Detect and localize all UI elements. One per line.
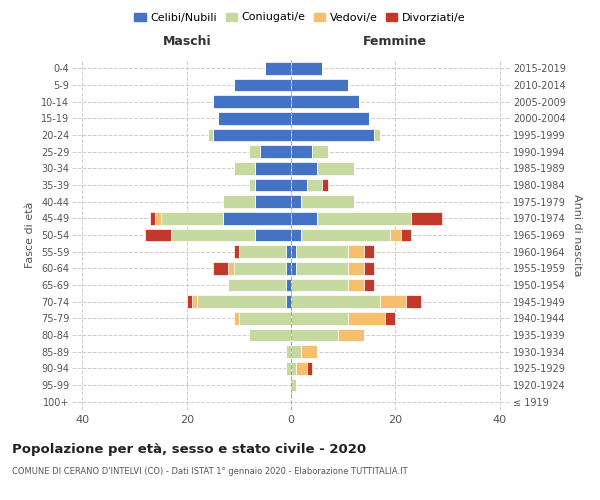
Bar — [349, 262, 364, 274]
Bar — [286, 346, 291, 358]
Bar — [286, 246, 291, 258]
Bar — [291, 212, 317, 224]
Bar — [385, 312, 395, 324]
Bar — [233, 262, 286, 274]
Bar — [161, 212, 223, 224]
Bar — [301, 229, 390, 241]
Bar — [317, 212, 411, 224]
Bar — [213, 129, 291, 141]
Bar — [171, 229, 254, 241]
Bar — [291, 329, 338, 341]
Text: Popolazione per età, sesso e stato civile - 2020: Popolazione per età, sesso e stato civil… — [12, 442, 366, 456]
Bar — [291, 229, 301, 241]
Bar — [233, 162, 254, 174]
Bar — [192, 296, 197, 308]
Bar — [145, 229, 171, 241]
Bar — [374, 129, 380, 141]
Bar — [296, 362, 307, 374]
Bar — [390, 229, 401, 241]
Bar — [291, 246, 296, 258]
Bar — [197, 296, 286, 308]
Bar — [229, 262, 233, 274]
Text: COMUNE DI CERANO D'INTELVI (CO) - Dati ISTAT 1° gennaio 2020 - Elaborazione TUTT: COMUNE DI CERANO D'INTELVI (CO) - Dati I… — [12, 468, 407, 476]
Legend: Celibi/Nubili, Coniugati/e, Vedovi/e, Divorziati/e: Celibi/Nubili, Coniugati/e, Vedovi/e, Di… — [130, 8, 470, 27]
Bar — [301, 346, 317, 358]
Text: Maschi: Maschi — [163, 36, 211, 49]
Bar — [208, 129, 213, 141]
Bar — [380, 296, 406, 308]
Bar — [213, 262, 229, 274]
Bar — [296, 246, 349, 258]
Bar — [317, 162, 353, 174]
Bar — [249, 146, 260, 158]
Y-axis label: Fasce di età: Fasce di età — [25, 202, 35, 268]
Bar — [254, 162, 291, 174]
Bar — [291, 162, 317, 174]
Bar — [218, 112, 291, 124]
Bar — [291, 279, 349, 291]
Bar — [291, 379, 296, 391]
Bar — [249, 329, 291, 341]
Bar — [291, 196, 301, 208]
Bar — [291, 62, 322, 74]
Bar — [233, 79, 291, 92]
Bar — [406, 296, 421, 308]
Bar — [291, 112, 369, 124]
Bar — [349, 312, 385, 324]
Bar — [364, 279, 374, 291]
Bar — [291, 312, 349, 324]
Bar — [291, 346, 301, 358]
Bar — [233, 312, 239, 324]
Bar — [307, 179, 322, 192]
Bar — [322, 179, 328, 192]
Bar — [187, 296, 192, 308]
Bar — [338, 329, 364, 341]
Bar — [291, 179, 307, 192]
Bar — [286, 296, 291, 308]
Bar — [307, 362, 312, 374]
Bar — [401, 229, 411, 241]
Bar — [223, 212, 291, 224]
Bar — [155, 212, 161, 224]
Y-axis label: Anni di nascita: Anni di nascita — [572, 194, 583, 276]
Bar — [411, 212, 442, 224]
Bar — [254, 179, 291, 192]
Bar — [233, 246, 239, 258]
Bar — [349, 279, 364, 291]
Bar — [301, 196, 353, 208]
Bar — [249, 179, 254, 192]
Bar — [150, 212, 155, 224]
Bar — [291, 79, 349, 92]
Bar — [296, 262, 349, 274]
Bar — [254, 229, 291, 241]
Bar — [260, 146, 291, 158]
Bar — [312, 146, 328, 158]
Bar — [291, 96, 359, 108]
Bar — [229, 279, 286, 291]
Bar — [254, 196, 291, 208]
Bar — [291, 362, 296, 374]
Bar — [265, 62, 291, 74]
Bar — [349, 246, 364, 258]
Bar — [286, 262, 291, 274]
Bar — [291, 262, 296, 274]
Bar — [291, 129, 374, 141]
Bar — [364, 262, 374, 274]
Bar — [286, 279, 291, 291]
Bar — [239, 312, 291, 324]
Bar — [364, 246, 374, 258]
Text: Femmine: Femmine — [363, 36, 427, 49]
Bar — [291, 296, 380, 308]
Bar — [286, 362, 291, 374]
Bar — [291, 146, 312, 158]
Bar — [213, 96, 291, 108]
Bar — [223, 196, 254, 208]
Bar — [239, 246, 286, 258]
